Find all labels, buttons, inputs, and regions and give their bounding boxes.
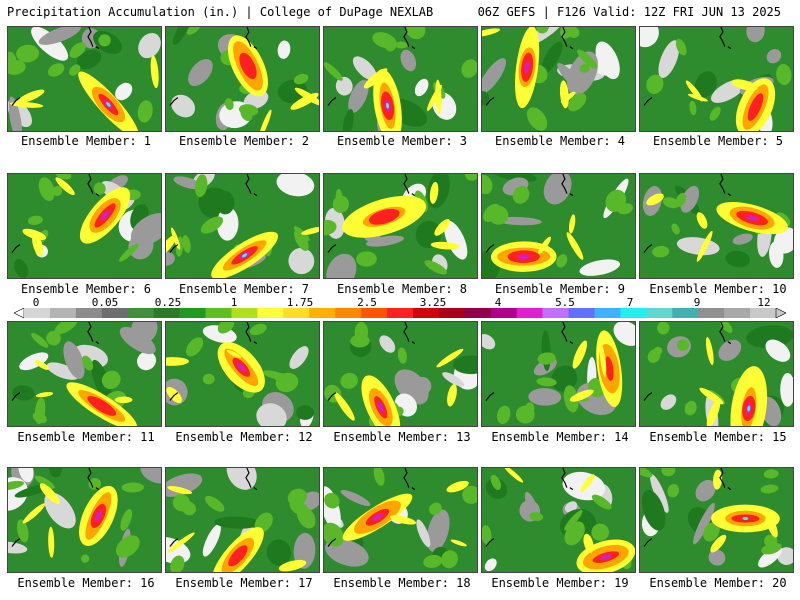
precip-map-member-20 — [639, 467, 794, 573]
member-label-11: Ensemble Member: 11 — [17, 430, 155, 444]
colorbar-tick-label: 0.25 — [154, 296, 182, 309]
member-label-19: Ensemble Member: 19 — [491, 576, 629, 590]
colorbar-segment-5 — [153, 308, 180, 318]
colorbar-segment-17 — [464, 308, 492, 318]
member-label-5: Ensemble Member: 5 — [652, 134, 784, 148]
colorbar-segment-7 — [205, 308, 232, 318]
colorbar-tick-label: 7 — [626, 296, 634, 309]
member-label-18: Ensemble Member: 18 — [333, 576, 471, 590]
member-label-7: Ensemble Member: 7 — [178, 282, 310, 296]
member-label-2: Ensemble Member: 2 — [178, 134, 310, 148]
precip-map-member-16 — [7, 467, 162, 573]
member-label-1: Ensemble Member: 1 — [20, 134, 152, 148]
member-label-16: Ensemble Member: 16 — [17, 576, 155, 590]
colorbar-segment-22 — [594, 308, 621, 318]
colorbar-segment-14 — [387, 308, 414, 318]
precip-map-member-15 — [639, 321, 794, 427]
color-scale-bar — [14, 308, 786, 318]
precip-map-member-8 — [323, 173, 478, 279]
precip-map-member-10 — [639, 173, 794, 279]
colorbar-tick-label: 0 — [32, 296, 40, 309]
colorbar-segment-27 — [724, 308, 751, 318]
colorbar-tick-label: 2.5 — [357, 296, 377, 309]
precip-map-member-1 — [7, 26, 162, 132]
member-label-10: Ensemble Member: 10 — [649, 282, 787, 296]
colorbar-tick-label: 0.05 — [91, 296, 119, 309]
colorbar-segment-4 — [127, 308, 154, 318]
precip-map-member-2 — [165, 26, 320, 132]
precip-map-member-19 — [481, 467, 636, 573]
colorbar-segment-18 — [490, 308, 517, 318]
colorbar-tick-label: 3.25 — [419, 296, 447, 309]
precip-map-member-9 — [481, 173, 636, 279]
colorbar-tick-label: 9 — [693, 296, 701, 309]
colorbar-segment-23 — [620, 308, 647, 318]
colorbar-segment-9 — [257, 308, 284, 318]
precip-map-member-5 — [639, 26, 794, 132]
precip-map-member-13 — [323, 321, 478, 427]
colorbar-min-arrow — [14, 308, 25, 318]
member-label-4: Ensemble Member: 4 — [494, 134, 626, 148]
colorbar-segment-10 — [283, 308, 310, 318]
colorbar-segment-12 — [335, 308, 362, 318]
colorbar-segment-2 — [75, 308, 103, 318]
member-label-8: Ensemble Member: 8 — [336, 282, 468, 296]
precip-map-member-17 — [165, 467, 320, 573]
colorbar-tick-label: 4 — [494, 296, 502, 309]
member-label-13: Ensemble Member: 13 — [333, 430, 471, 444]
colorbar-segment-21 — [568, 308, 595, 318]
colorbar-tick-label: 1.75 — [286, 296, 314, 309]
colorbar-segment-25 — [672, 308, 699, 318]
precip-map-member-11 — [7, 321, 162, 427]
colorbar-tick-label: 1 — [230, 296, 238, 309]
colorbar-tick-label: 5.5 — [555, 296, 575, 309]
colorbar-segment-24 — [646, 308, 673, 318]
colorbar-segment-28 — [750, 308, 777, 318]
colorbar-segment-13 — [361, 308, 388, 318]
colorbar-segment-19 — [516, 308, 543, 318]
colorbar-segment-0 — [24, 308, 51, 318]
precip-map-member-14 — [481, 321, 636, 427]
precip-map-member-3 — [323, 26, 478, 132]
member-label-20: Ensemble Member: 20 — [649, 576, 787, 590]
member-label-3: Ensemble Member: 3 — [336, 134, 468, 148]
colorbar-segment-16 — [438, 308, 466, 318]
member-label-9: Ensemble Member: 9 — [494, 282, 626, 296]
member-label-6: Ensemble Member: 6 — [20, 282, 152, 296]
colorbar-segment-11 — [309, 308, 336, 318]
precip-map-member-12 — [165, 321, 320, 427]
colorbar-tick-label: 12 — [757, 296, 771, 309]
colorbar-segment-1 — [49, 308, 77, 318]
colorbar-segment-6 — [179, 308, 206, 318]
colorbar-segment-3 — [101, 308, 129, 318]
valid-time-label: 06Z GEFS | F126 Valid: 12Z FRI JUN 13 20… — [477, 5, 781, 19]
precip-map-member-18 — [323, 467, 478, 573]
colorbar-max-arrow — [775, 308, 786, 318]
colorbar-segment-20 — [542, 308, 569, 318]
member-label-15: Ensemble Member: 15 — [649, 430, 787, 444]
precip-map-member-7 — [165, 173, 320, 279]
member-label-12: Ensemble Member: 12 — [175, 430, 313, 444]
colorbar-segment-15 — [412, 308, 440, 318]
member-label-14: Ensemble Member: 14 — [491, 430, 629, 444]
chart-title: Precipitation Accumulation (in.) | Colle… — [7, 5, 434, 19]
precip-map-member-4 — [481, 26, 636, 132]
colorbar-segment-26 — [698, 308, 725, 318]
precip-map-member-6 — [7, 173, 162, 279]
member-label-17: Ensemble Member: 17 — [175, 576, 313, 590]
colorbar-segment-8 — [231, 308, 258, 318]
